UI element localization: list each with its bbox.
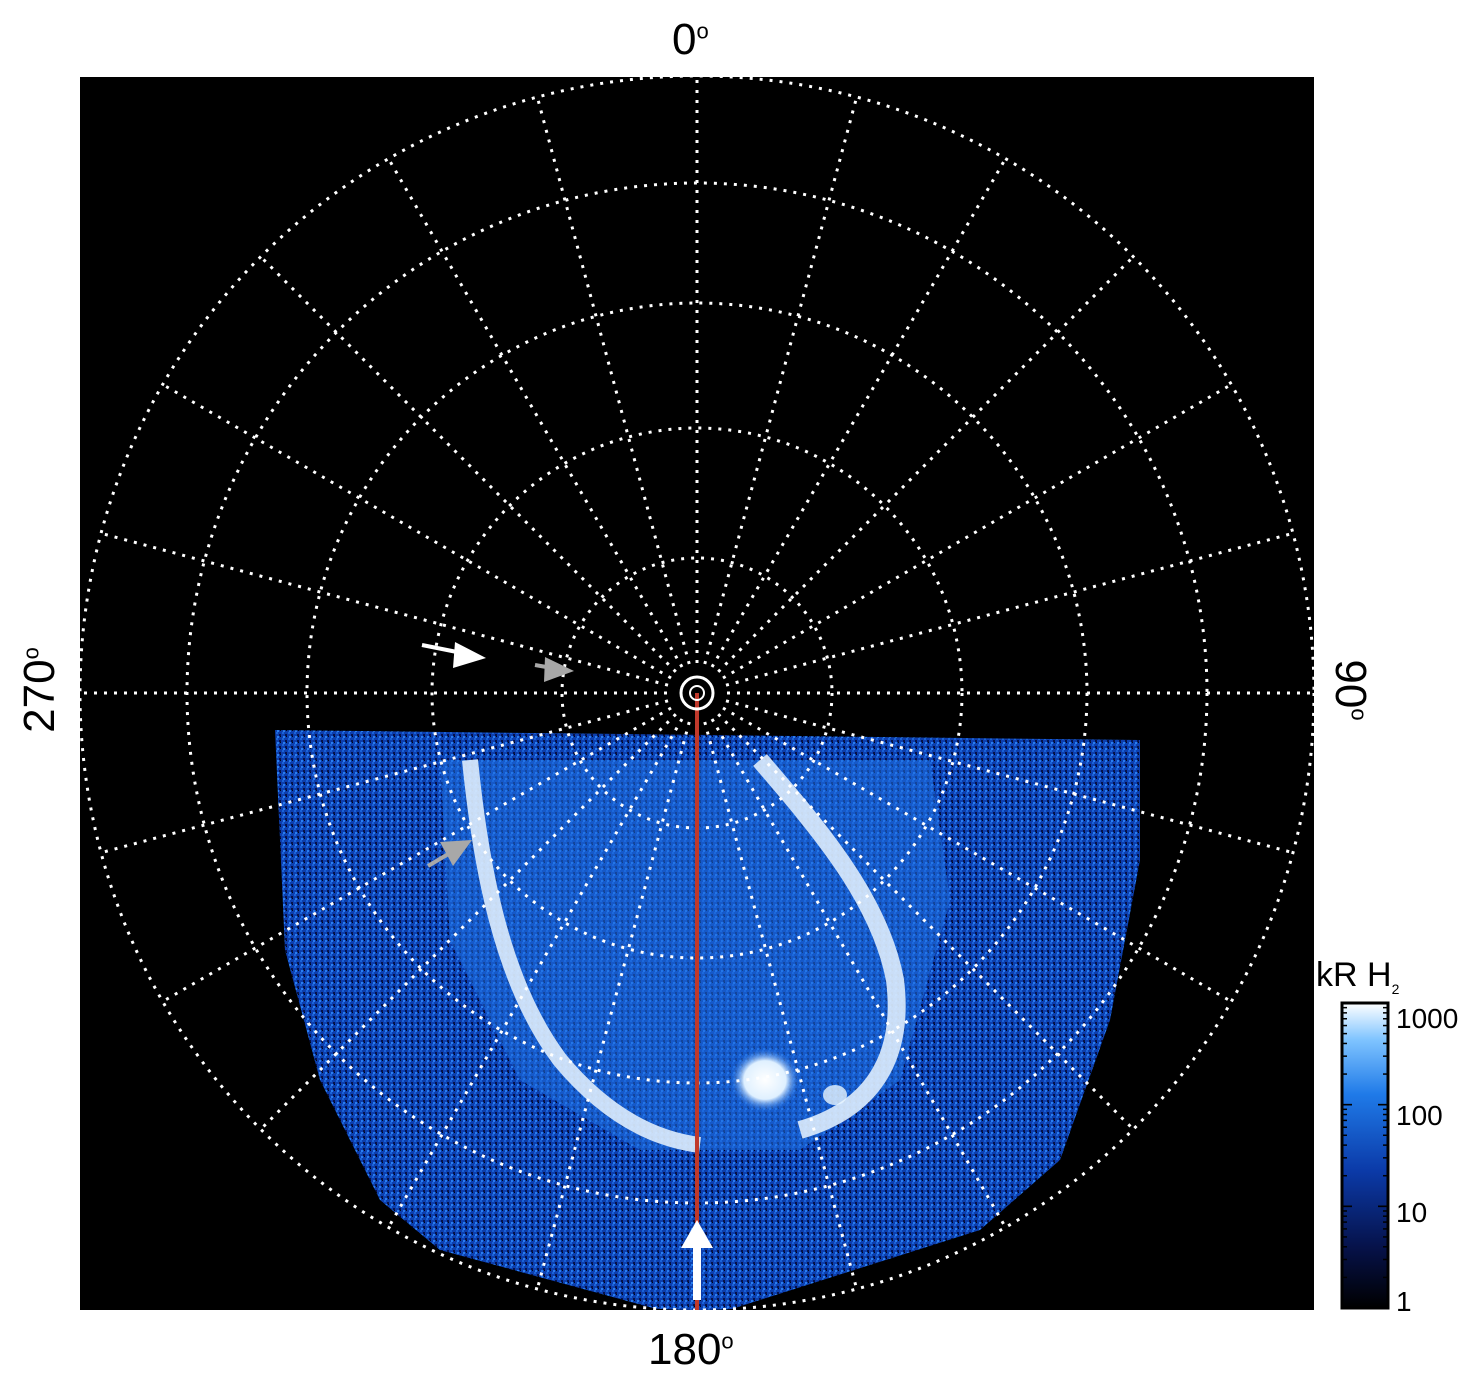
colorbar-tick-label: 1000 [1396,1003,1459,1034]
arrow-gray-mid [534,657,574,682]
arrow-gray-lower [426,840,472,868]
azimuth-label-bottom: 180o [648,1325,734,1374]
colorbar-tick-label: 10 [1396,1197,1428,1228]
azimuth-label-left: 270o [15,647,64,733]
bright-spot-small [823,1085,847,1105]
bright-spot [730,1048,800,1112]
azimuth-label-right: 90o [1326,659,1375,721]
pole-ring-outer [679,675,715,711]
grid-ring [78,74,1316,1312]
main-oval-west [462,759,702,1153]
colorbar-tick-label: 1 [1396,1286,1412,1317]
colorbar [1340,1001,1390,1310]
main-oval-east [753,754,906,1139]
colorbar-title: kR H2 [1316,956,1400,997]
arrow-white-bottom [681,1220,713,1300]
grid-ring [430,426,964,960]
azimuth-label-top: 0o [672,15,709,64]
colorbar-tick-label: 100 [1396,1100,1443,1131]
pole-ring-inner [689,685,705,701]
arrow-white-left [421,642,486,668]
aurora-emission [275,730,1140,1310]
